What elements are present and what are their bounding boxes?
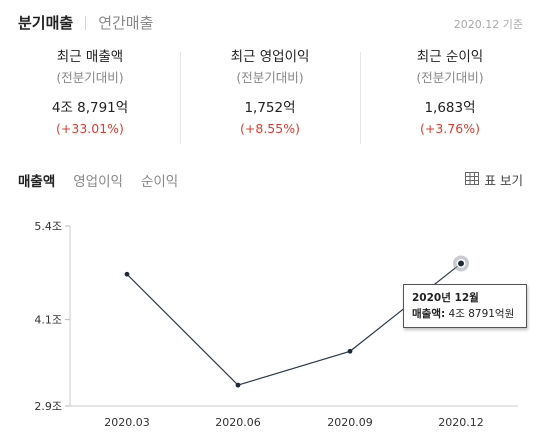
table-icon bbox=[464, 171, 479, 188]
stat-title: 최근 순이익 bbox=[416, 49, 484, 65]
as-of-date: 2020.12 기준 bbox=[453, 18, 523, 31]
x-tick-label: 2020.06 bbox=[215, 416, 261, 429]
data-point bbox=[347, 348, 353, 354]
stat-title: 최근 영업이익 bbox=[230, 49, 310, 65]
data-point bbox=[235, 382, 241, 388]
table-view-button[interactable]: 표 보기 bbox=[464, 170, 523, 189]
stat-recent-net-income: 최근 순이익 (전분기대비) 1,683억 (+3.76%) bbox=[360, 48, 540, 148]
table-view-label: 표 보기 bbox=[484, 173, 523, 188]
y-tick-label: 2.9조 bbox=[34, 400, 62, 413]
stat-value: 1,683억 bbox=[424, 100, 476, 116]
summary-stats: 최근 매출액 (전분기대비) 4조 8,791억 (+33.01%) 최근 영업… bbox=[0, 48, 541, 148]
tab-quarterly-sales[interactable]: 분기매출 bbox=[18, 14, 74, 32]
metric-tabs: 매출액 영업이익 순이익 bbox=[18, 170, 196, 190]
tab-divider bbox=[85, 15, 87, 30]
y-tick-label: 4.1조 bbox=[34, 314, 62, 327]
stat-value: 1,752억 bbox=[244, 100, 296, 116]
tooltip-body: 매출액: 4조 8791억원 bbox=[412, 306, 518, 322]
x-tick-label: 2020.09 bbox=[327, 416, 373, 429]
tooltip-value: 4조 8791억원 bbox=[448, 308, 515, 320]
stat-change: (+33.01%) bbox=[56, 121, 124, 136]
stat-subtitle: (전분기대비) bbox=[56, 70, 124, 85]
tab-sales[interactable]: 매출액 bbox=[18, 174, 56, 190]
data-point bbox=[124, 271, 130, 277]
tooltip-label: 매출액: bbox=[412, 308, 446, 320]
data-point bbox=[458, 260, 464, 267]
stat-title: 최근 매출액 bbox=[56, 49, 124, 65]
tab-annual-sales[interactable]: 연간매출 bbox=[98, 14, 154, 32]
stat-subtitle: (전분기대비) bbox=[236, 70, 304, 85]
chart-tooltip: 2020년 12월 매출액: 4조 8791억원 bbox=[403, 284, 527, 328]
x-tick-label: 2020.03 bbox=[104, 416, 150, 429]
tab-net-income[interactable]: 순이익 bbox=[140, 174, 179, 190]
stat-recent-sales: 최근 매출액 (전분기대비) 4조 8,791억 (+33.01%) bbox=[0, 48, 180, 148]
period-tabs: 분기매출 연간매출 bbox=[18, 12, 153, 33]
stat-recent-operating-profit: 최근 영업이익 (전분기대비) 1,752억 (+8.55%) bbox=[180, 48, 360, 148]
tab-operating-profit[interactable]: 영업이익 bbox=[73, 174, 123, 190]
stat-change: (+3.76%) bbox=[420, 121, 480, 136]
stat-value: 4조 8,791억 bbox=[51, 100, 129, 116]
y-tick-label: 5.4조 bbox=[34, 220, 62, 233]
stat-subtitle: (전분기대비) bbox=[416, 70, 484, 85]
stat-change: (+8.55%) bbox=[240, 121, 300, 136]
tooltip-title: 2020년 12월 bbox=[412, 292, 479, 304]
x-tick-label: 2020.12 bbox=[438, 416, 484, 429]
